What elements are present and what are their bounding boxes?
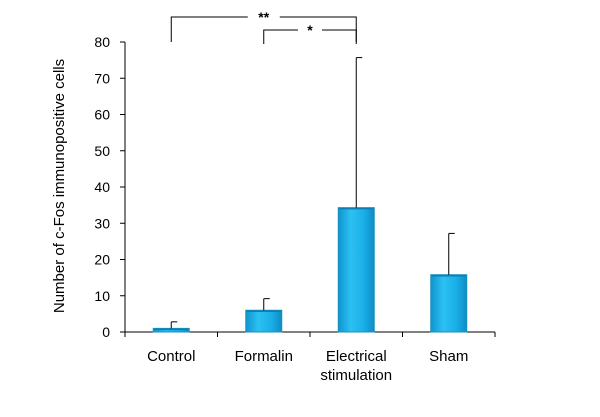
bar xyxy=(245,309,283,333)
significance-bracket xyxy=(263,29,357,44)
x-tick-label: Sham xyxy=(429,348,468,365)
bar xyxy=(337,207,375,333)
y-tick-label: 50 xyxy=(94,143,110,159)
significance-label: ** xyxy=(258,9,269,25)
y-tick-label: 70 xyxy=(94,70,110,86)
y-tick-label: 30 xyxy=(94,215,110,231)
bars xyxy=(152,207,468,333)
significance-label: * xyxy=(307,22,313,38)
y-tick-label: 20 xyxy=(94,252,110,268)
x-tick-label: Electrical stimulation xyxy=(320,348,392,384)
y-tick-label: 10 xyxy=(94,288,110,304)
x-tick-label: Formalin xyxy=(235,348,293,365)
y-tick-label: 60 xyxy=(94,107,110,123)
y-tick-label: 40 xyxy=(94,179,110,195)
significance-brackets: *** xyxy=(170,9,357,44)
y-tick-label: 0 xyxy=(102,324,110,340)
axes: 0 10 20 30 40 50 60 70 80 Control Formalin Electric… xyxy=(94,34,496,384)
y-axis-label: Number of c-Fos immunopositive cells xyxy=(51,59,68,313)
error-bars xyxy=(170,57,455,329)
y-tick-label: 80 xyxy=(94,34,110,50)
x-tick-label: Control xyxy=(147,348,195,365)
bar xyxy=(430,274,468,333)
